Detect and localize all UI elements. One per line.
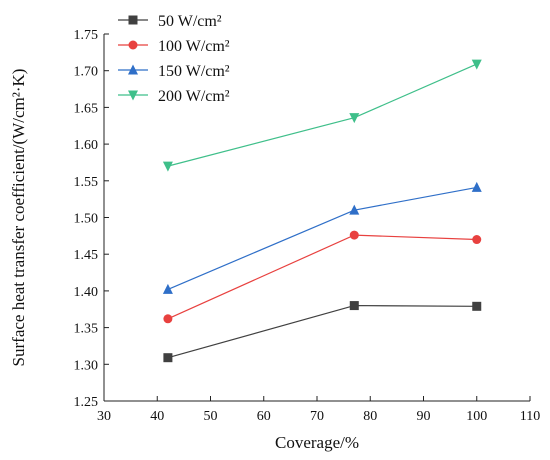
data-point bbox=[162, 161, 173, 172]
y-tick-label: 1.70 bbox=[74, 65, 99, 80]
series-2 bbox=[163, 230, 482, 324]
legend-marker bbox=[128, 15, 138, 25]
data-point bbox=[349, 113, 360, 124]
data-point bbox=[472, 235, 482, 245]
legend-label: 200 W/cm² bbox=[158, 88, 230, 105]
series-1 bbox=[163, 301, 482, 363]
y-axis-title: Surface heat transfer coefficient/(W/cm²… bbox=[9, 69, 28, 367]
legend-marker bbox=[128, 90, 138, 101]
series-4 bbox=[162, 59, 482, 172]
data-point bbox=[162, 283, 173, 294]
y-tick-label: 1.40 bbox=[74, 285, 99, 300]
y-axis-ticks: 1.25 1.30 1.35 1.40 1.45 1.50 1.55 1.60 1.65 1.70… bbox=[74, 28, 109, 410]
data-point bbox=[472, 301, 482, 311]
data-point bbox=[349, 204, 360, 215]
x-tick-label: 70 bbox=[310, 409, 324, 424]
legend-marker bbox=[128, 64, 138, 75]
series-layer bbox=[162, 59, 482, 363]
data-point bbox=[471, 181, 482, 192]
x-tick-label: 100 bbox=[466, 409, 487, 424]
x-axis-ticks: 30 40 50 60 70 80 90 100 110 bbox=[97, 396, 540, 424]
legend-entry: 100 W/cm² bbox=[118, 38, 230, 55]
x-tick-label: 60 bbox=[257, 409, 271, 424]
x-tick-label: 110 bbox=[520, 409, 540, 424]
data-point bbox=[349, 301, 359, 311]
x-tick-label: 40 bbox=[150, 409, 164, 424]
y-tick-label: 1.75 bbox=[74, 28, 99, 43]
data-point bbox=[163, 314, 173, 324]
x-tick-label: 30 bbox=[97, 409, 111, 424]
legend-label: 100 W/cm² bbox=[158, 38, 230, 55]
legend: 50 W/cm² 100 W/cm² 150 W/cm² 200 W/cm² bbox=[118, 13, 230, 105]
x-axis-title: Coverage/% bbox=[275, 433, 359, 452]
y-tick-label: 1.25 bbox=[74, 395, 99, 410]
data-point bbox=[163, 353, 173, 363]
series-line bbox=[167, 304, 477, 359]
legend-entry: 50 W/cm² bbox=[118, 13, 222, 30]
y-tick-label: 1.65 bbox=[74, 101, 99, 116]
legend-label: 150 W/cm² bbox=[158, 63, 230, 80]
y-tick-label: 1.35 bbox=[74, 322, 99, 337]
y-tick-label: 1.55 bbox=[74, 175, 99, 190]
y-tick-label: 1.30 bbox=[74, 358, 99, 373]
legend-marker bbox=[128, 40, 138, 50]
y-tick-label: 1.50 bbox=[74, 212, 99, 227]
legend-entry: 200 W/cm² bbox=[118, 88, 230, 105]
x-tick-label: 50 bbox=[204, 409, 218, 424]
data-point bbox=[471, 59, 482, 70]
y-tick-label: 1.60 bbox=[74, 138, 99, 153]
data-point bbox=[349, 230, 359, 240]
legend-entry: 150 W/cm² bbox=[118, 63, 230, 80]
legend-label: 50 W/cm² bbox=[158, 13, 222, 30]
series-3 bbox=[162, 181, 482, 294]
x-tick-label: 90 bbox=[417, 409, 431, 424]
y-tick-label: 1.45 bbox=[74, 248, 99, 263]
x-tick-label: 80 bbox=[363, 409, 377, 424]
